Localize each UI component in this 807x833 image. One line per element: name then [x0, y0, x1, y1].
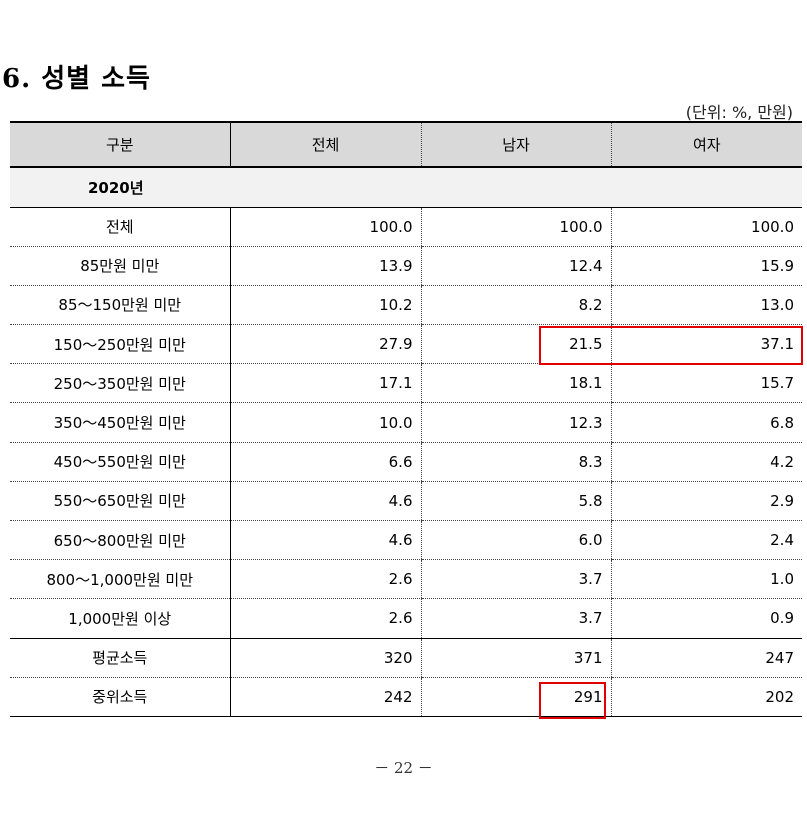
cell-total: 100.0 [230, 207, 421, 247]
row-label: 800～1,000만원 미만 [10, 559, 231, 600]
cell-male: 371 [420, 638, 611, 678]
row-label: 1,000만원 이상 [10, 598, 231, 639]
cell-total: 10.2 [230, 285, 421, 326]
income-table: 구분 전체 남자 여자 2020년 전체 100.0 100.0 100.0 85만원 … [10, 121, 802, 717]
row-label: 150～250만원 미만 [10, 324, 231, 365]
cell-total: 4.6 [230, 481, 421, 522]
cell-male: 12.3 [420, 402, 611, 443]
cell-male: 6.0 [420, 520, 611, 561]
cell-female: 4.2 [610, 442, 802, 482]
year-row: 2020년 [10, 167, 802, 208]
cell-female: 100.0 [610, 207, 802, 247]
cell-female: 37.1 [610, 324, 802, 365]
table-row: 전체 100.0 100.0 100.0 [10, 207, 802, 247]
cell-total: 2.6 [230, 559, 421, 600]
row-label: 85만원 미만 [10, 246, 231, 286]
header-female: 여자 [610, 121, 802, 168]
header-male: 남자 [420, 121, 611, 168]
table-row: 800～1,000만원 미만 2.6 3.7 1.0 [10, 559, 802, 600]
table-row: 85만원 미만 13.9 12.4 15.9 [10, 246, 802, 286]
cell-male: 291 [420, 677, 611, 717]
cell-total: 2.6 [230, 598, 421, 639]
row-label: 85～150만원 미만 [10, 285, 231, 326]
cell-male: 21.5 [420, 324, 611, 365]
cell-total: 13.9 [230, 246, 421, 286]
cell-total: 242 [230, 677, 421, 717]
table-row: 150～250만원 미만 27.9 21.5 37.1 [10, 324, 802, 365]
row-label: 550～650만원 미만 [10, 481, 231, 522]
cell-male: 100.0 [420, 207, 611, 247]
row-label: 250～350만원 미만 [10, 363, 231, 404]
table-row: 평균소득 320 371 247 [10, 638, 802, 678]
table-row: 1,000만원 이상 2.6 3.7 0.9 [10, 598, 802, 639]
cell-male: 8.3 [420, 442, 611, 482]
unit-note: (단위: %, 만원) [685, 103, 793, 122]
cell-total: 4.6 [230, 520, 421, 561]
table-row: 중위소득 242 291 202 [10, 677, 802, 717]
cell-total: 6.6 [230, 442, 421, 482]
cell-female: 15.7 [610, 363, 802, 404]
cell-female: 15.9 [610, 246, 802, 286]
page-title: 6. 성별 소득 [2, 64, 151, 94]
cell-female: 0.9 [610, 598, 802, 639]
cell-female: 6.8 [610, 402, 802, 443]
header-category: 구분 [10, 121, 231, 168]
table-row: 550～650만원 미만 4.6 5.8 2.9 [10, 481, 802, 522]
table-row: 450～550만원 미만 6.6 8.3 4.2 [10, 442, 802, 482]
cell-total: 17.1 [230, 363, 421, 404]
cell-male: 5.8 [420, 481, 611, 522]
row-label: 중위소득 [10, 677, 231, 717]
year-label: 2020년 [10, 167, 802, 208]
table-row: 650～800만원 미만 4.6 6.0 2.4 [10, 520, 802, 561]
cell-female: 1.0 [610, 559, 802, 600]
cell-female: 13.0 [610, 285, 802, 326]
table-row: 85～150만원 미만 10.2 8.2 13.0 [10, 285, 802, 326]
row-label: 평균소득 [10, 638, 231, 678]
row-label: 650～800만원 미만 [10, 520, 231, 561]
cell-total: 320 [230, 638, 421, 678]
header-total: 전체 [230, 121, 421, 168]
cell-male: 8.2 [420, 285, 611, 326]
cell-male: 3.7 [420, 559, 611, 600]
cell-male: 3.7 [420, 598, 611, 639]
cell-female: 247 [610, 638, 802, 678]
header-row: 구분 전체 남자 여자 [10, 121, 802, 168]
cell-total: 27.9 [230, 324, 421, 365]
cell-female: 2.4 [610, 520, 802, 561]
table-row: 350～450만원 미만 10.0 12.3 6.8 [10, 402, 802, 443]
table-row: 250～350만원 미만 17.1 18.1 15.7 [10, 363, 802, 404]
row-label: 전체 [10, 207, 231, 247]
cell-female: 2.9 [610, 481, 802, 522]
cell-male: 12.4 [420, 246, 611, 286]
row-label: 350～450만원 미만 [10, 402, 231, 443]
cell-total: 10.0 [230, 402, 421, 443]
cell-female: 202 [610, 677, 802, 717]
row-label: 450～550만원 미만 [10, 442, 231, 482]
cell-male: 18.1 [420, 363, 611, 404]
page-number: － 22 － [374, 759, 433, 777]
